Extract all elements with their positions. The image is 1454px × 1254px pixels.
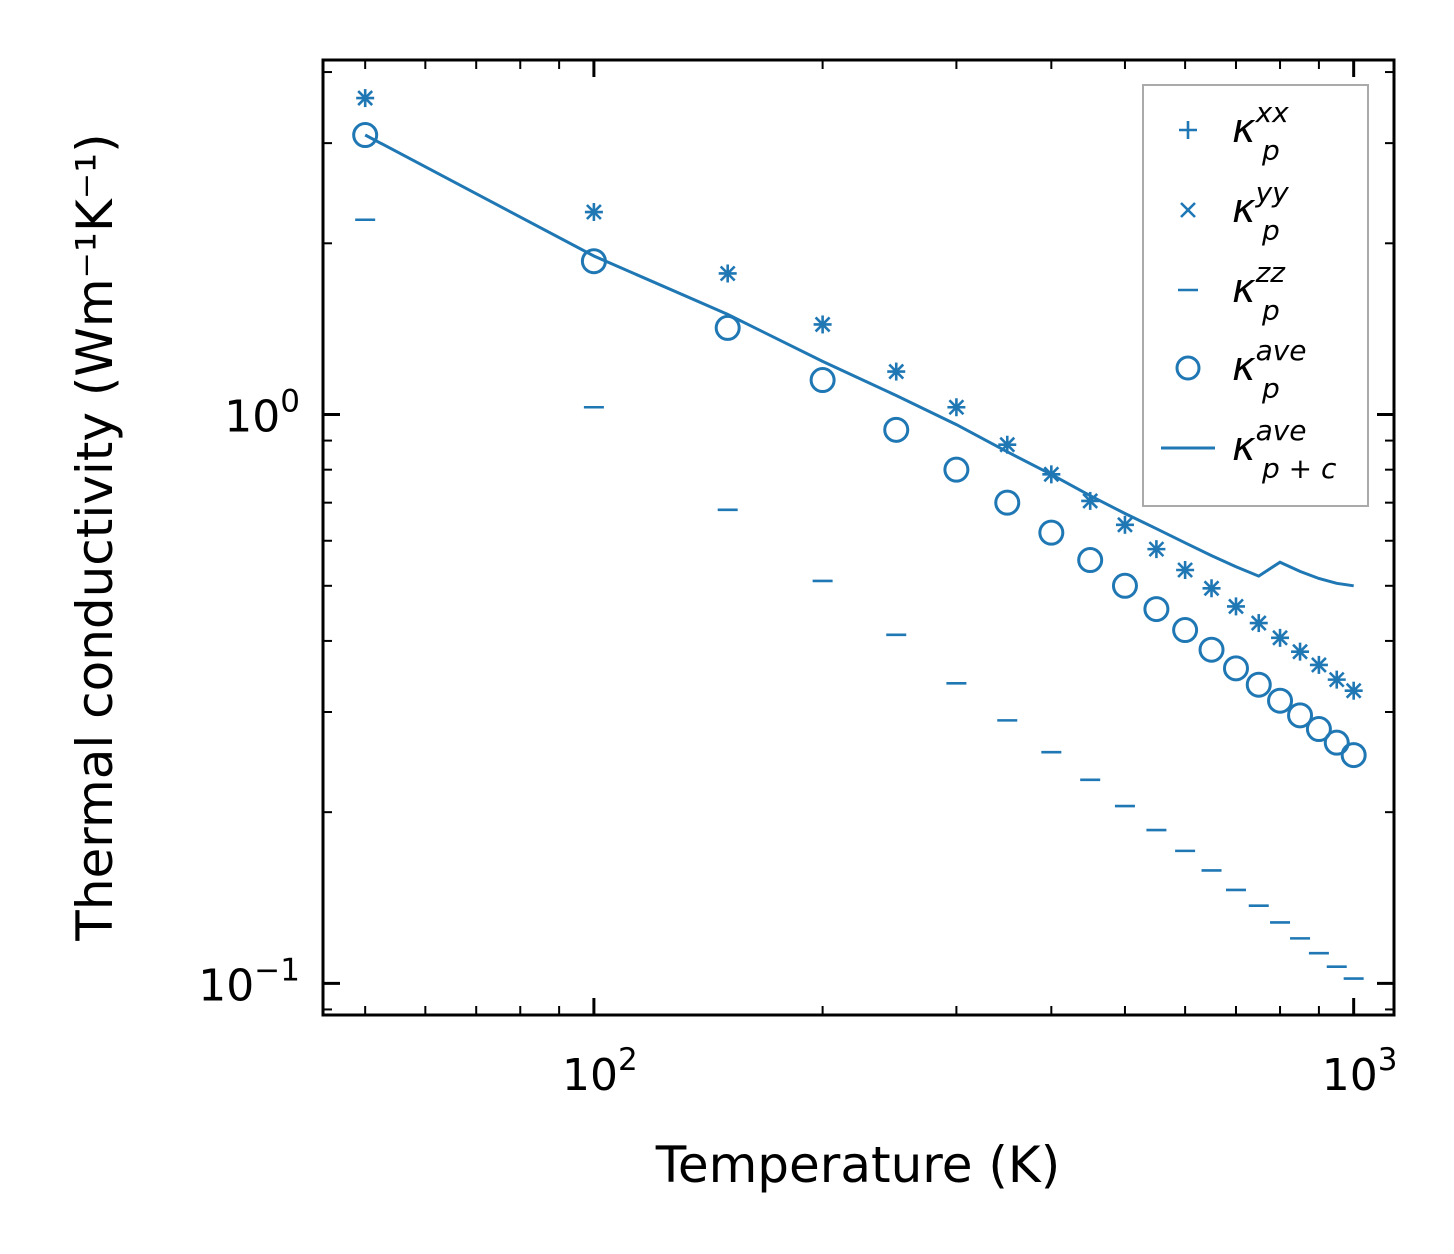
point-ave-200: [809, 367, 836, 394]
point-yy-50: [357, 90, 374, 107]
y-tick-label: 100: [224, 384, 300, 443]
point-ave-750: [1245, 671, 1272, 698]
point-yy-850: [1292, 643, 1308, 660]
legend-box: [1142, 84, 1369, 507]
point-ave-550: [1143, 596, 1170, 623]
legend-entry-xx: κxx p: [1179, 96, 1289, 167]
y-tick-label: 10−1: [198, 952, 300, 1011]
point-yy-250: [888, 363, 905, 380]
legend-entry-ave_pc: κave p + c: [1161, 414, 1337, 485]
point-yy-1000: [1345, 682, 1362, 699]
legend-label-zz: κzz p: [1232, 256, 1286, 327]
point-yy-600: [1177, 562, 1194, 578]
point-ave-650: [1198, 636, 1225, 663]
legend-entry-ave: κave p: [1175, 334, 1307, 405]
point-ave-700: [1222, 655, 1249, 682]
point-yy-300: [948, 399, 965, 416]
point-ave-350: [994, 489, 1021, 516]
point-ave-300: [943, 456, 970, 483]
legend-label-xx: κxx p: [1232, 96, 1289, 167]
point-yy-750: [1250, 615, 1267, 631]
x-tick-label: 102: [562, 1042, 638, 1101]
legend-label-ave_pc: κave p + c: [1232, 414, 1337, 485]
point-ave-600: [1172, 617, 1199, 644]
legend-label-yy: κyy p: [1232, 176, 1289, 247]
x-tick-label: 103: [1322, 1042, 1398, 1101]
point-ave-450: [1077, 547, 1104, 574]
legend-marker-yy: [1180, 202, 1196, 218]
point-ave-50: [352, 122, 379, 149]
point-ave-150: [714, 314, 741, 341]
point-ave-850: [1287, 702, 1314, 729]
point-ave-950: [1323, 729, 1350, 756]
legend-entry-zz: κzz p: [1178, 256, 1286, 327]
point-yy-150: [719, 265, 736, 282]
point-ave-500: [1111, 572, 1138, 599]
point-ave-400: [1038, 519, 1065, 546]
y-axis-label: Thermal conductivity (Wm⁻¹K⁻¹): [66, 133, 124, 941]
point-yy-950: [1328, 671, 1345, 688]
point-yy-900: [1310, 656, 1327, 673]
point-yy-450: [1082, 492, 1099, 509]
point-ave-1000: [1340, 742, 1367, 769]
point-yy-650: [1203, 580, 1220, 597]
point-ave-900: [1305, 716, 1332, 743]
legend-label-ave: κave p: [1232, 334, 1307, 405]
legend-marker-ave: [1175, 355, 1201, 381]
point-yy-100: [585, 204, 602, 220]
point-yy-200: [814, 316, 831, 333]
legend-marker-xx: [1179, 121, 1197, 139]
plot-frame: [321, 58, 1396, 1017]
point-yy-700: [1228, 598, 1244, 615]
series-line-ave_pc: [364, 133, 1354, 588]
legend-entry-yy: κyy p: [1180, 176, 1289, 247]
point-ave-800: [1267, 687, 1294, 714]
point-yy-800: [1272, 629, 1288, 646]
point-yy-500: [1117, 516, 1133, 533]
x-axis-label: Temperature (K): [655, 1136, 1060, 1194]
legend: κxx p κyy p κzz p κave p κave p + c: [1142, 84, 1369, 507]
point-ave-250: [883, 416, 910, 443]
plot-marks: [352, 89, 1367, 980]
point-yy-550: [1148, 541, 1165, 558]
